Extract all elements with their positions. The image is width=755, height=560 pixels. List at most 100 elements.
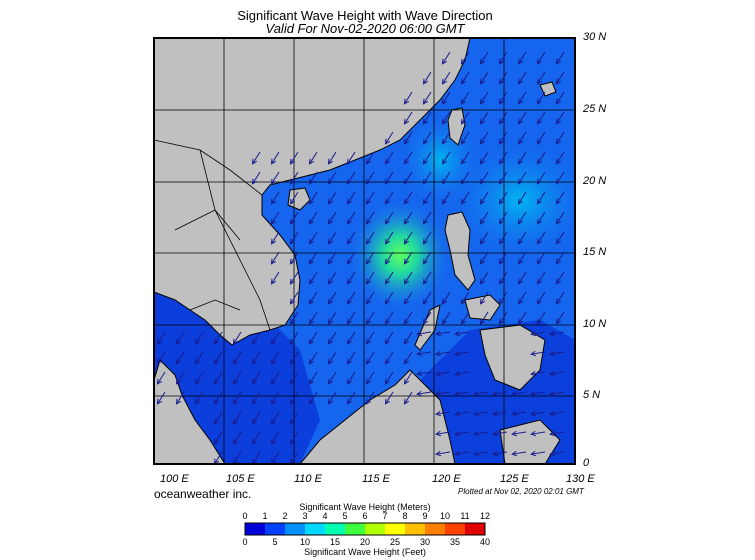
arrow-head: [270, 358, 277, 365]
wave-peak-zone: [350, 200, 450, 310]
direction-arrow: [442, 311, 451, 325]
arrow-head: [460, 318, 467, 325]
arrow-head: [549, 370, 556, 377]
low-wave-zone: [154, 280, 320, 464]
arrow-head: [498, 158, 505, 165]
direction-arrow: [455, 351, 470, 355]
arrow-head: [511, 450, 518, 457]
arrow-head: [327, 298, 334, 305]
colorbar-swatch: [405, 523, 426, 535]
arrow-head: [492, 410, 499, 417]
direction-arrow: [347, 311, 356, 325]
direction-arrow: [480, 71, 489, 85]
colorbar-meters-tick: 11: [460, 511, 470, 521]
arrow-head: [441, 58, 448, 65]
direction-arrow: [214, 371, 223, 385]
direction-arrow: [436, 431, 451, 435]
direction-arrow: [195, 351, 204, 365]
arrow-head: [530, 350, 537, 357]
direction-arrow: [271, 411, 280, 425]
direction-arrow: [512, 391, 527, 395]
direction-arrow: [366, 351, 375, 365]
latitude-label: 25 N: [583, 103, 607, 115]
arrow-head: [194, 378, 201, 385]
arrow-head: [460, 158, 467, 165]
direction-arrow: [290, 431, 299, 445]
direction-arrow: [385, 351, 394, 365]
arrow-head: [384, 298, 391, 305]
arrow-head: [232, 438, 239, 445]
direction-arrow: [518, 291, 527, 305]
arrow-head: [384, 218, 391, 225]
direction-arrow: [366, 231, 375, 245]
direction-arrow: [518, 51, 527, 65]
direction-arrow: [518, 151, 527, 165]
direction-arrow: [290, 391, 299, 405]
direction-arrow: [309, 151, 318, 165]
arrow-head: [308, 278, 315, 285]
direction-arrow: [290, 411, 299, 425]
arrow-head: [492, 390, 499, 397]
lat-lon-grid: [154, 38, 575, 464]
arrow-head: [555, 218, 562, 225]
arrow-head: [384, 258, 391, 265]
direction-arrow: [423, 111, 432, 125]
arrow-head: [498, 98, 505, 105]
direction-arrow: [442, 151, 451, 165]
direction-arrow: [290, 451, 299, 465]
chart-title: Significant Wave Height with Wave Direct…: [237, 8, 493, 23]
arrow-head: [213, 418, 220, 425]
direction-arrow: [252, 331, 261, 345]
arrow-head: [479, 198, 486, 205]
arrow-head: [555, 318, 562, 325]
direction-arrow: [385, 231, 394, 245]
arrow-head: [384, 278, 391, 285]
direction-arrow: [328, 211, 337, 225]
direction-arrow: [556, 211, 565, 225]
arrow-head: [327, 378, 334, 385]
direction-arrow: [271, 171, 280, 185]
direction-arrow: [531, 451, 546, 455]
latitude-label: 0: [583, 457, 590, 469]
arrow-head: [289, 178, 296, 185]
direction-arrow: [518, 131, 527, 145]
direction-arrow: [531, 351, 546, 355]
direction-arrow: [328, 151, 337, 165]
arrow-head: [346, 318, 353, 325]
direction-arrow: [271, 391, 280, 405]
arrow-head: [194, 338, 201, 345]
direction-arrow: [550, 451, 565, 455]
arrow-head: [536, 78, 543, 85]
arrow-head: [270, 158, 277, 165]
arrow-head: [270, 198, 277, 205]
direction-arrow: [385, 391, 394, 405]
colorbar-feet-tick: 30: [419, 537, 430, 547]
borders: [154, 139, 271, 331]
direction-arrow: [531, 411, 546, 415]
direction-arrow: [537, 231, 546, 245]
arrow-head: [365, 398, 372, 405]
direction-arrow: [309, 311, 318, 325]
direction-arrow: [252, 411, 261, 425]
arrow-head: [384, 178, 391, 185]
colorbar-swatch: [285, 523, 306, 535]
arrow-head: [479, 278, 486, 285]
arrow-head: [289, 198, 296, 205]
arrow-head: [365, 158, 372, 165]
direction-arrow: [455, 371, 470, 375]
arrow-head: [536, 278, 543, 285]
arrow-head: [416, 350, 423, 357]
arrow-head: [251, 418, 258, 425]
arrow-head: [346, 178, 353, 185]
arrow-head: [270, 258, 277, 265]
direction-arrow: [480, 291, 489, 305]
direction-arrow: [493, 451, 508, 455]
direction-arrow: [252, 431, 261, 445]
direction-arrow: [512, 431, 527, 435]
arrow-head: [232, 418, 239, 425]
arrow-head: [479, 258, 486, 265]
arrow-head: [403, 278, 410, 285]
direction-arrow: [214, 351, 223, 365]
colorbar-feet-tick: 0: [242, 537, 248, 547]
arrow-head: [498, 138, 505, 145]
